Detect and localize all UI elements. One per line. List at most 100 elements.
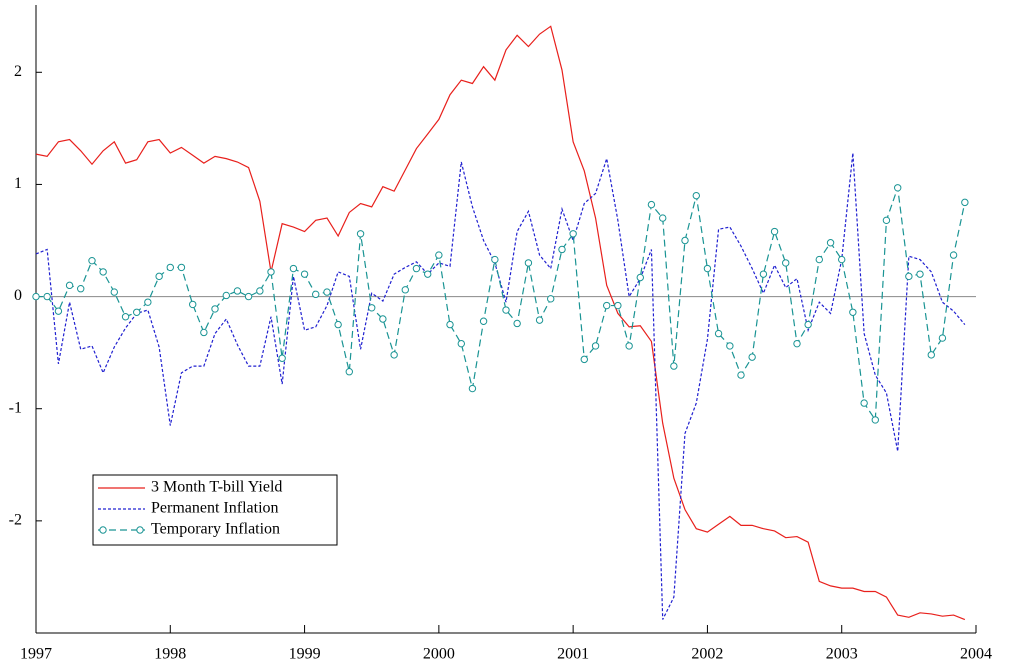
- point-marker: [502, 306, 510, 314]
- point-marker: [961, 198, 969, 207]
- point-marker: [457, 339, 465, 348]
- point-marker: [614, 301, 622, 310]
- point-marker: [513, 319, 521, 328]
- point-marker: [244, 292, 253, 301]
- point-marker: [670, 362, 678, 370]
- x-tick-label: 1998: [154, 646, 186, 663]
- point-marker: [916, 270, 924, 278]
- point-marker: [300, 270, 309, 278]
- point-marker: [401, 286, 409, 294]
- x-tick-label: 1997: [20, 646, 52, 663]
- x-tick-label: 2003: [826, 646, 858, 663]
- point-marker: [256, 287, 264, 295]
- x-tick-label: 2004: [960, 646, 992, 663]
- point-marker: [278, 354, 286, 362]
- point-marker: [524, 259, 533, 267]
- point-marker: [894, 184, 902, 192]
- point-marker: [871, 416, 879, 424]
- point-marker: [860, 399, 868, 407]
- point-marker: [65, 281, 74, 290]
- point-marker: [334, 320, 342, 329]
- point-marker: [659, 214, 667, 222]
- point-marker: [110, 288, 118, 296]
- point-marker: [759, 270, 768, 278]
- point-marker: [838, 255, 846, 264]
- x-tick-label: 2001: [557, 646, 589, 663]
- point-marker: [625, 342, 633, 350]
- point-marker: [748, 353, 756, 361]
- point-marker: [949, 251, 958, 259]
- point-marker: [289, 264, 298, 273]
- y-tick-label: -2: [9, 512, 22, 529]
- point-marker: [782, 259, 790, 267]
- point-marker: [99, 268, 107, 276]
- point-marker: [491, 255, 499, 264]
- point-marker: [882, 216, 891, 225]
- point-marker: [144, 298, 152, 306]
- legend: 3 Month T-bill Yield Permanent Inflation T…: [92, 474, 338, 546]
- point-marker: [32, 292, 40, 301]
- point-marker: [88, 256, 96, 265]
- point-marker: [323, 288, 331, 296]
- point-marker: [770, 227, 779, 236]
- point-marker: [189, 300, 197, 309]
- point-marker: [446, 320, 454, 329]
- legend-box: [92, 474, 338, 546]
- point-marker: [435, 251, 443, 259]
- x-tick-label: 2000: [423, 646, 455, 663]
- point-marker: [155, 272, 163, 281]
- point-marker: [591, 342, 600, 350]
- point-marker: [535, 316, 544, 324]
- point-marker: [580, 355, 588, 364]
- point-marker: [793, 339, 801, 348]
- point-marker: [468, 384, 477, 393]
- point-marker: [412, 264, 421, 273]
- point-marker: [603, 301, 611, 310]
- point-marker: [804, 320, 812, 329]
- legend-marker: [99, 526, 107, 534]
- point-marker: [222, 291, 230, 300]
- point-marker: [233, 287, 242, 295]
- point-marker: [479, 317, 488, 325]
- point-marker: [312, 290, 320, 299]
- x-tick-label: 1999: [289, 646, 321, 663]
- y-tick-label: 0: [14, 287, 22, 304]
- point-marker: [356, 230, 365, 238]
- legend-marker: [136, 526, 144, 534]
- point-marker: [200, 328, 208, 337]
- point-marker: [714, 329, 723, 338]
- point-marker: [424, 270, 432, 278]
- point-marker: [569, 230, 577, 238]
- point-marker: [815, 255, 823, 264]
- point-marker: [938, 334, 947, 342]
- x-tick-label: 2002: [691, 646, 723, 663]
- point-marker: [211, 305, 219, 313]
- series-line: [35, 25, 966, 621]
- point-marker: [703, 264, 712, 273]
- y-tick-label: -1: [9, 399, 22, 416]
- point-marker: [681, 236, 689, 245]
- point-marker: [77, 285, 85, 293]
- point-marker: [927, 351, 935, 359]
- legend-label: 3 Month T-bill Yield: [151, 479, 282, 496]
- point-marker: [43, 292, 51, 301]
- series-line: [35, 152, 966, 620]
- point-marker: [368, 304, 376, 312]
- series-line: [36, 187, 966, 422]
- point-marker: [267, 268, 275, 276]
- y-tick-label: 1: [14, 175, 22, 192]
- point-marker: [133, 308, 141, 316]
- point-marker: [390, 351, 398, 359]
- legend-label: Temporary Inflation: [151, 521, 280, 538]
- point-marker: [54, 307, 63, 315]
- point-marker: [547, 295, 555, 303]
- point-marker: [647, 200, 656, 209]
- point-marker: [379, 315, 387, 323]
- legend-label: Permanent Inflation: [151, 500, 279, 517]
- point-marker: [166, 263, 174, 272]
- point-marker: [826, 239, 835, 247]
- y-tick-label: 2: [14, 63, 22, 80]
- point-marker: [345, 368, 353, 376]
- point-marker: [177, 263, 186, 272]
